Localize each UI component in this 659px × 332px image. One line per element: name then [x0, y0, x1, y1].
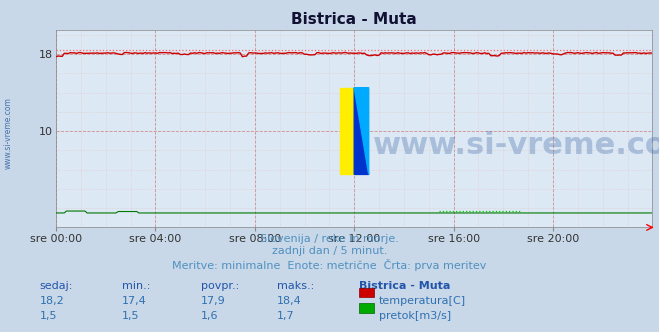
Text: www.si-vreme.com: www.si-vreme.com	[373, 131, 659, 160]
Polygon shape	[354, 88, 368, 174]
Text: pretok[m3/s]: pretok[m3/s]	[379, 311, 451, 321]
Text: 1,6: 1,6	[201, 311, 219, 321]
Text: www.si-vreme.com: www.si-vreme.com	[4, 97, 13, 169]
Text: maks.:: maks.:	[277, 281, 314, 290]
Text: Meritve: minimalne  Enote: metrične  Črta: prva meritev: Meritve: minimalne Enote: metrične Črta:…	[172, 259, 487, 271]
Title: Bistrica - Muta: Bistrica - Muta	[291, 12, 417, 27]
Text: zadnji dan / 5 minut.: zadnji dan / 5 minut.	[272, 246, 387, 256]
Text: temperatura[C]: temperatura[C]	[379, 296, 466, 306]
Text: 1,5: 1,5	[40, 311, 57, 321]
Text: Bistrica - Muta: Bistrica - Muta	[359, 281, 451, 290]
Polygon shape	[354, 88, 368, 174]
Text: povpr.:: povpr.:	[201, 281, 239, 290]
Text: 18,2: 18,2	[40, 296, 65, 306]
Text: 1,5: 1,5	[122, 311, 140, 321]
Text: 18,4: 18,4	[277, 296, 302, 306]
Text: 1,7: 1,7	[277, 311, 295, 321]
Text: 17,4: 17,4	[122, 296, 147, 306]
Text: sedaj:: sedaj:	[40, 281, 73, 290]
Text: Slovenija / reke in morje.: Slovenija / reke in morje.	[260, 234, 399, 244]
Polygon shape	[340, 88, 354, 174]
Text: min.:: min.:	[122, 281, 150, 290]
Text: 17,9: 17,9	[201, 296, 226, 306]
